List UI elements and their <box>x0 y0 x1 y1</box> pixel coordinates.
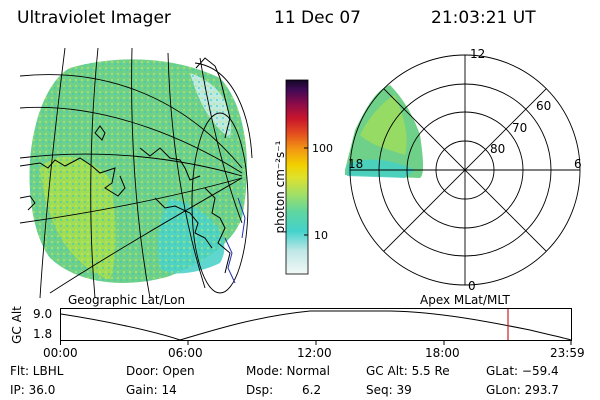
mlt-label-18: 18 <box>348 157 364 171</box>
geographic-map <box>20 48 253 298</box>
mlat-label-60: 60 <box>536 99 552 113</box>
dsp-label: Dsp: <box>246 383 274 397</box>
time-tick-0600: 06:00 <box>168 346 203 360</box>
colorbar-unit-label: photon cm⁻²s⁻¹ <box>273 140 287 234</box>
colorbar-tick-100: 100 <box>312 142 333 155</box>
mlt-label-12: 12 <box>470 47 486 61</box>
gc-altitude-status: GC Alt: 5.5 Re <box>366 364 450 378</box>
gain-status: Gain: 14 <box>126 383 177 397</box>
polar-caption: Apex MLat/MLT <box>420 293 510 307</box>
door-status: Door: Open <box>126 364 195 378</box>
altitude-timeline-plot <box>60 308 572 345</box>
polar-mlat-mlt-plot <box>345 54 581 286</box>
instrument-title: Ultraviolet Imager <box>17 8 171 28</box>
filter-status: Flt: LBHL <box>10 364 64 378</box>
altitude-ytick-max: 9.0 <box>33 307 53 321</box>
time-tick-0000: 00:00 <box>43 346 78 360</box>
image-date: 11 Dec 07 <box>274 8 361 28</box>
image-time: 21:03:21 UT <box>431 8 536 28</box>
colorbar-tick-10: 10 <box>314 229 328 242</box>
map-caption: Geographic Lat/Lon <box>68 293 186 307</box>
mode-status: Mode: Normal <box>246 364 330 378</box>
dsp-value: 6.2 <box>302 383 322 397</box>
mlt-label-0: 0 <box>468 279 476 293</box>
altitude-curve <box>60 310 572 341</box>
ip-status: IP: 36.0 <box>10 383 56 397</box>
mlat-label-70: 70 <box>512 121 528 135</box>
intensity-colorbar <box>285 79 309 275</box>
mlt-label-6: 6 <box>574 157 582 171</box>
altitude-ytick-min: 1.8 <box>33 327 53 341</box>
mlat-label-80: 80 <box>490 142 506 156</box>
time-tick-1800: 18:00 <box>425 346 460 360</box>
geographic-longitude: GLon: 293.7 <box>486 383 559 397</box>
altitude-ylabel: GC Alt <box>10 306 24 344</box>
time-tick-2359: 23:59 <box>550 346 585 360</box>
sequence-status: Seq: 39 <box>366 383 412 397</box>
time-tick-1200: 12:00 <box>297 346 332 360</box>
geographic-latitude: GLat: −59.4 <box>486 364 559 378</box>
